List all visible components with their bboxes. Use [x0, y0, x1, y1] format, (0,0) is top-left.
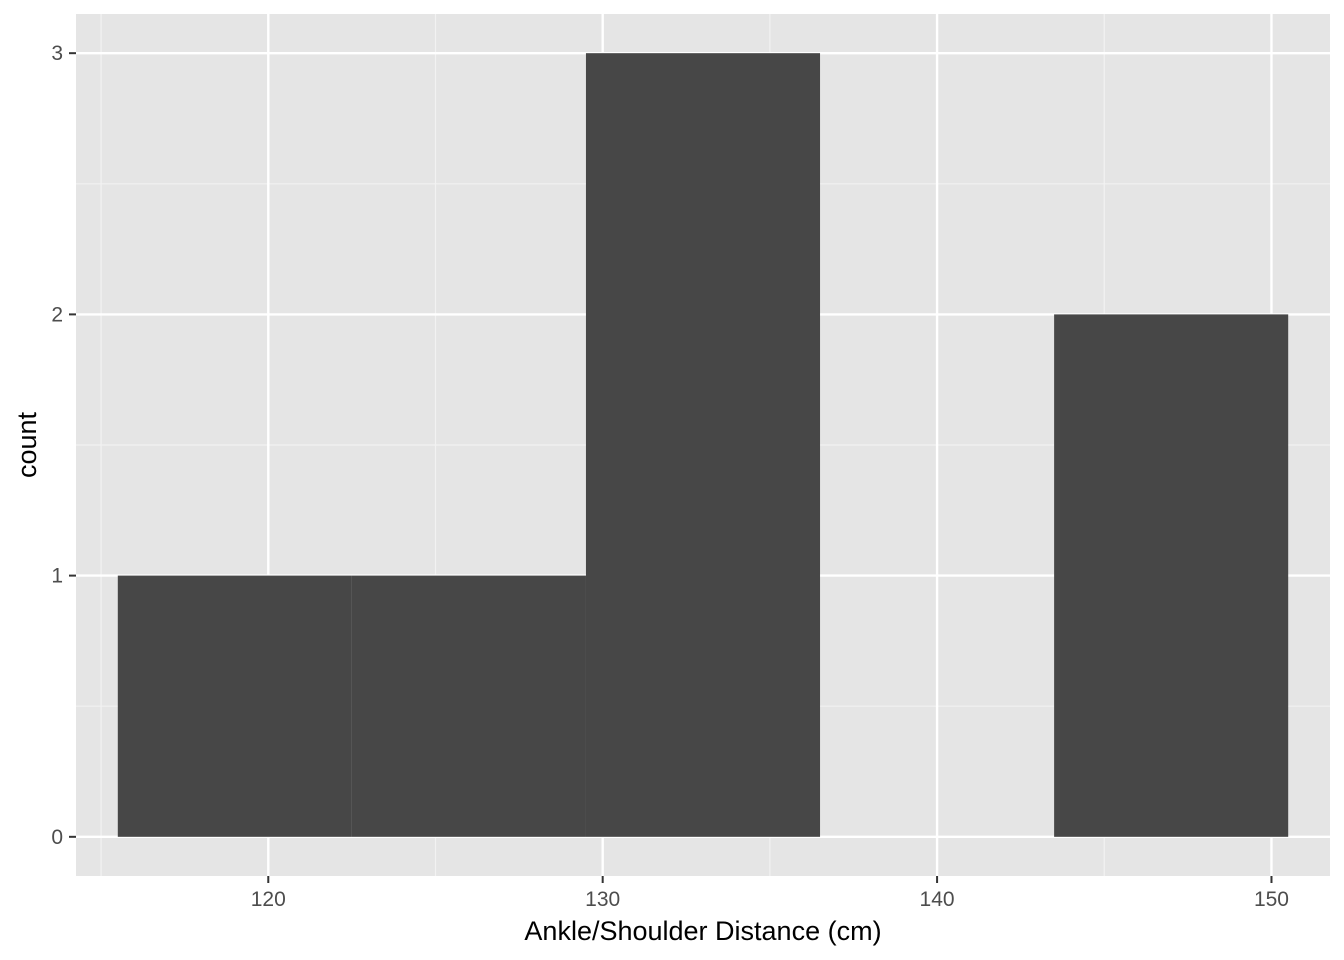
y-tick-label: 0 — [51, 826, 63, 849]
x-tick-label: 150 — [1254, 888, 1289, 911]
y-tick-label: 2 — [51, 303, 63, 326]
x-tick-label: 120 — [251, 888, 286, 911]
y-axis-title: count — [12, 411, 42, 478]
x-axis-title: Ankle/Shoulder Distance (cm) — [524, 916, 881, 946]
x-tick-label: 140 — [920, 888, 955, 911]
x-axis: 120 130 140 150 — [251, 876, 1289, 911]
histogram-bar — [117, 575, 352, 837]
histogram-bar — [351, 575, 586, 837]
x-tick-label: 130 — [585, 888, 620, 911]
histogram-bars — [117, 53, 1289, 837]
y-axis: 0 1 2 3 — [51, 42, 76, 849]
y-tick-label: 1 — [51, 565, 63, 588]
histogram-bar — [585, 53, 821, 837]
y-tick-label: 3 — [51, 42, 63, 65]
histogram-bar — [1054, 314, 1289, 837]
